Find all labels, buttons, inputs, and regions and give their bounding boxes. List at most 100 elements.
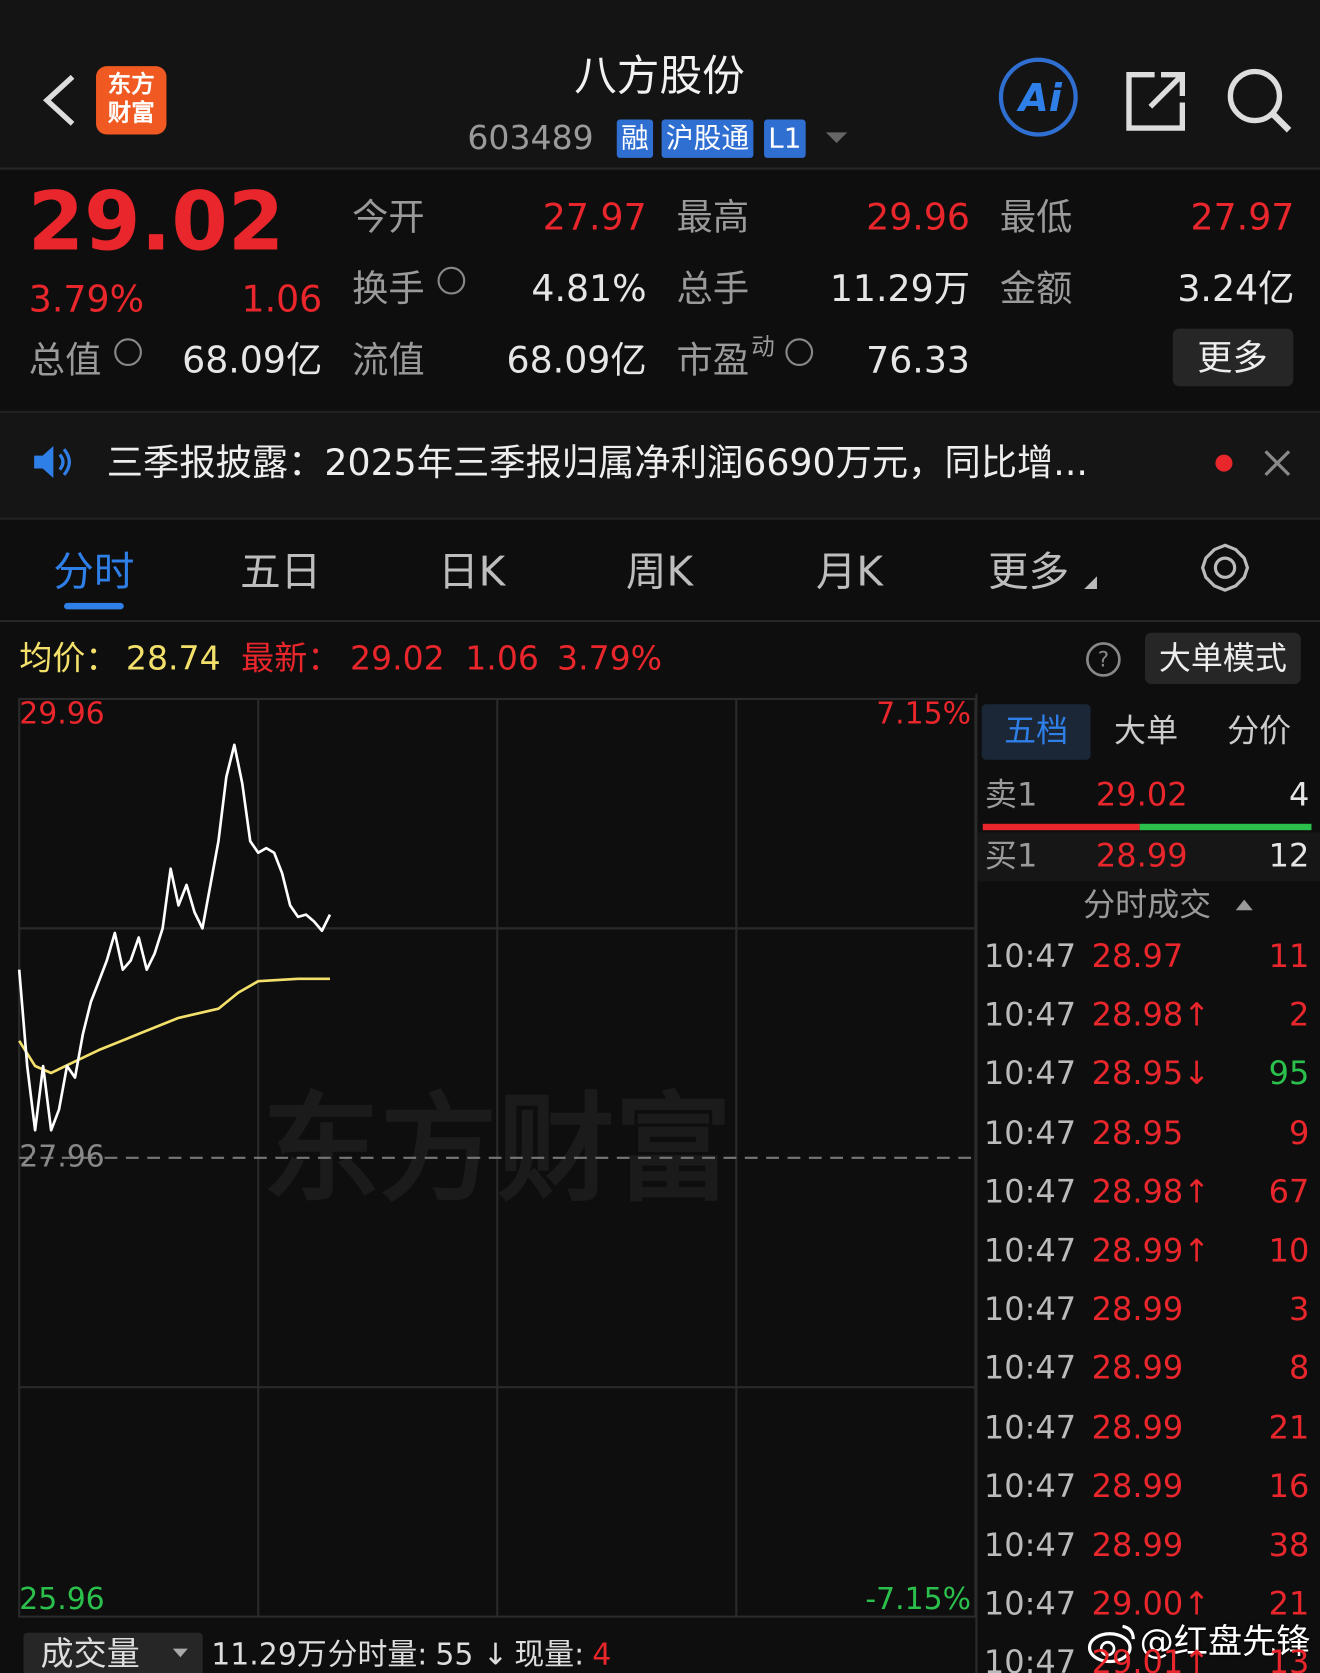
trade-price: 28.95 <box>1091 1114 1184 1153</box>
stock-name: 八方股份 <box>574 52 745 102</box>
trade-volume: 67 <box>1268 1173 1310 1211</box>
book-label: 买1 <box>984 837 1038 876</box>
help-button[interactable]: ? <box>1084 640 1122 678</box>
book-label: 卖1 <box>984 776 1038 815</box>
info-icon[interactable] <box>114 338 142 367</box>
notice-bar[interactable] <box>0 410 1320 520</box>
tab-triangle <box>1084 576 1097 590</box>
volume-dropdown <box>172 1648 188 1658</box>
stat-value: 27.97 <box>542 196 647 240</box>
trades-title[interactable]: 分时成交 <box>1083 886 1212 925</box>
book-tab[interactable]: 大单 <box>1114 712 1179 751</box>
trade-price: 28.98↑ <box>1091 1173 1211 1211</box>
trade-time: 10:47 <box>983 1409 1077 1447</box>
tag[interactable]: 融 <box>616 119 654 158</box>
volume-selector[interactable] <box>23 1632 203 1673</box>
logo-text: 东方 <box>107 71 155 99</box>
stat-label: 市盈 <box>676 339 750 383</box>
more-button[interactable] <box>1172 328 1294 387</box>
trade-price: 28.97 <box>1091 937 1184 976</box>
latest-pct: 3.79% <box>557 639 663 679</box>
big-order-text: 大单模式 <box>1158 640 1287 678</box>
book-volume: 12 <box>1268 837 1310 876</box>
book-tab[interactable]: 五档 <box>1004 712 1069 751</box>
change-pct: 3.79% <box>28 278 145 322</box>
now-label: 现量: <box>514 1636 585 1673</box>
share-button[interactable] <box>1123 68 1189 134</box>
latest-change: 1.06 <box>465 639 539 679</box>
trade-volume: 11 <box>1268 937 1310 976</box>
total-volume: 11.29万 <box>211 1636 327 1673</box>
stat-label: 金额 <box>999 267 1073 311</box>
trade-price: 28.99 <box>1091 1350 1184 1388</box>
y2-tick-label: -7.15% <box>865 1582 971 1617</box>
stat-value: 27.97 <box>1190 196 1295 240</box>
trade-time: 10:47 <box>983 1527 1077 1565</box>
stat-label: 最高 <box>676 196 750 240</box>
trade-volume: 3 <box>1288 1291 1310 1329</box>
trade-price: 29.01↑ <box>1091 1644 1211 1673</box>
trade-time: 10:47 <box>983 1585 1077 1624</box>
avg-value: 28.74 <box>125 639 221 679</box>
close-button[interactable] <box>1263 449 1291 477</box>
trade-price: 28.98↑ <box>1091 996 1211 1035</box>
trade-time: 10:47 <box>983 1055 1077 1094</box>
latest-value: 29.02 <box>350 639 445 679</box>
volume-label: 成交量 <box>40 1635 140 1673</box>
watermark: 东方财富 <box>263 1081 732 1218</box>
avg-label: 均价： <box>19 639 119 679</box>
tab[interactable]: 日K <box>438 547 506 595</box>
ai-text: Ai <box>1018 76 1062 121</box>
search-button[interactable] <box>1225 66 1295 136</box>
tab[interactable]: 五日 <box>240 547 322 595</box>
tag[interactable]: 沪股通 <box>661 119 754 158</box>
more-text: 更多 <box>1197 336 1268 379</box>
sell-bar <box>982 823 1140 831</box>
buy-bar <box>1139 823 1312 831</box>
trade-volume: 13 <box>1268 1644 1310 1673</box>
minute-label: 分时量: <box>327 1636 428 1673</box>
info-icon[interactable] <box>785 338 814 367</box>
settings-button[interactable] <box>1199 542 1250 593</box>
trade-time: 10:47 <box>983 1232 1077 1270</box>
minute-volume: 55 ↓ <box>435 1636 508 1673</box>
trade-time: 10:47 <box>983 1173 1077 1211</box>
logo[interactable]: 东方 财富 <box>96 66 167 135</box>
credit: @红盘先锋 <box>1139 1620 1311 1662</box>
stat-value: 68.09亿 <box>506 339 647 383</box>
stat-label: 换手 <box>352 267 425 311</box>
tab[interactable]: 周K <box>625 547 694 595</box>
stat-label: 总值 <box>28 339 102 383</box>
change: 1.06 <box>241 278 323 322</box>
svg-text:?: ? <box>1098 648 1109 673</box>
big-order-button[interactable] <box>1144 632 1301 685</box>
trade-price: 28.95↓ <box>1091 1055 1211 1094</box>
trade-volume: 10 <box>1268 1232 1310 1270</box>
back-button[interactable] <box>38 73 81 128</box>
ai-button[interactable] <box>998 57 1078 137</box>
stat-value: 68.09亿 <box>182 339 323 383</box>
book-tab[interactable]: 分价 <box>1227 712 1292 751</box>
tag[interactable]: L1 <box>764 119 806 158</box>
tab[interactable]: 月K <box>815 547 883 595</box>
trade-time: 10:47 <box>983 1644 1077 1673</box>
trade-price: 28.99 <box>1091 1527 1184 1565</box>
divider <box>0 619 1320 623</box>
dropdown[interactable] <box>825 130 849 145</box>
trade-time: 10:47 <box>983 1350 1077 1388</box>
tab[interactable]: 更多 <box>988 547 1070 595</box>
trade-price: 28.99 <box>1091 1291 1184 1329</box>
trade-time: 10:47 <box>983 1291 1077 1329</box>
tab[interactable]: 分时 <box>53 547 135 595</box>
tab-indicator <box>64 602 124 610</box>
trade-time: 10:47 <box>983 1114 1077 1153</box>
trade-time: 10:47 <box>983 1468 1077 1506</box>
trade-price: 29.00↑ <box>1091 1585 1211 1624</box>
trade-price: 28.99 <box>1091 1409 1184 1447</box>
trade-price: 28.99 <box>1091 1468 1184 1506</box>
latest-label: 最新： <box>241 639 341 679</box>
book-price: 28.99 <box>1095 837 1188 876</box>
info-icon[interactable] <box>437 266 466 295</box>
